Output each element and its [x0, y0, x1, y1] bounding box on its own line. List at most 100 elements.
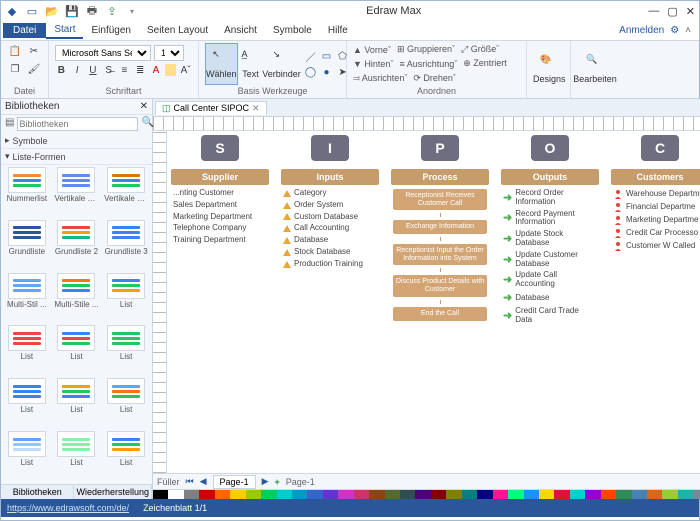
color-swatch[interactable]: [554, 490, 569, 499]
bold-button[interactable]: B: [55, 63, 68, 77]
sidebar-menu-icon[interactable]: ▤: [5, 117, 14, 131]
color-swatch[interactable]: [632, 490, 647, 499]
arrange-rotate-button[interactable]: ⟳ Drehenˇ: [413, 73, 456, 84]
ribbon-collapse-icon[interactable]: ˄: [685, 25, 691, 36]
color-swatch[interactable]: [616, 490, 631, 499]
shape-rect-icon[interactable]: ▭: [320, 49, 334, 63]
arrange-front-button[interactable]: ▲ Vorneˇ: [353, 45, 391, 55]
export-icon[interactable]: ⇪: [105, 4, 119, 18]
color-swatch[interactable]: [662, 490, 677, 499]
color-swatch[interactable]: [462, 490, 477, 499]
color-swatch[interactable]: [199, 490, 214, 499]
login-link[interactable]: Anmelden: [619, 25, 664, 36]
sipoc-column[interactable]: IInputsCategoryOrder SystemCustom Databa…: [281, 135, 379, 329]
color-swatch[interactable]: [539, 490, 554, 499]
settings-icon[interactable]: ⚙: [670, 25, 679, 36]
shape-item[interactable]: Vertikale Li...: [102, 167, 150, 218]
menu-view[interactable]: Ansicht: [216, 23, 265, 38]
select-tool-button[interactable]: ↖Wählen: [205, 43, 238, 85]
color-swatch[interactable]: [230, 490, 245, 499]
italic-button[interactable]: I: [71, 63, 84, 77]
shape-item[interactable]: Nummerlist: [3, 167, 51, 218]
shape-item[interactable]: List: [102, 378, 150, 429]
align-left-button[interactable]: ≡: [118, 63, 131, 77]
color-swatch[interactable]: [415, 490, 430, 499]
color-swatch[interactable]: [570, 490, 585, 499]
sidebar-section-liste-formen[interactable]: ▾Liste-Formen: [1, 149, 152, 165]
menu-start[interactable]: Start: [46, 22, 83, 39]
process-step[interactable]: Receptionist Input the Order Information…: [393, 244, 487, 265]
color-swatch[interactable]: [292, 490, 307, 499]
color-swatch[interactable]: [585, 490, 600, 499]
highlight-button[interactable]: [165, 64, 176, 76]
sidebar-close-icon[interactable]: ✕: [140, 101, 148, 112]
shape-ellipse-icon[interactable]: ◯: [304, 65, 318, 79]
page-add-icon[interactable]: +: [275, 477, 280, 487]
process-step[interactable]: Discuss Product Details with Customer: [393, 275, 487, 296]
dropdown-icon[interactable]: ▾: [125, 4, 139, 18]
sidebar-tab-wiederherstellung[interactable]: Wiederherstellung: [74, 485, 152, 499]
menu-insert[interactable]: Einfügen: [83, 23, 138, 38]
strike-button[interactable]: S̶: [102, 63, 115, 77]
color-swatch[interactable]: [246, 490, 261, 499]
save-icon[interactable]: 💾: [65, 4, 79, 18]
color-swatch[interactable]: [524, 490, 539, 499]
color-swatch[interactable]: [369, 490, 384, 499]
font-name-select[interactable]: Microsoft Sans Serif: [55, 45, 151, 61]
shape-item[interactable]: Multi-Stile ...: [53, 273, 101, 324]
document-tab[interactable]: ◫ Call Center SIPOC ✕: [155, 101, 267, 115]
process-step[interactable]: Exchange Information: [393, 220, 487, 234]
minimize-icon[interactable]: —: [648, 5, 659, 18]
shape-fill-icon[interactable]: ●: [320, 65, 334, 79]
sipoc-column[interactable]: PProcessReceptionist Receives Customer C…: [391, 135, 489, 329]
color-swatch[interactable]: [168, 490, 183, 499]
page-nav-next-icon[interactable]: ▶: [262, 476, 269, 487]
shape-item[interactable]: Vertikale Li...: [53, 167, 101, 218]
color-swatch[interactable]: [323, 490, 338, 499]
arrange-center-button[interactable]: ⊕ Zentriert: [463, 58, 507, 69]
shape-item[interactable]: Grundliste: [3, 220, 51, 271]
color-swatch[interactable]: [215, 490, 230, 499]
close-icon[interactable]: ✕: [686, 5, 695, 18]
arrange-align2-button[interactable]: ⫤ Ausrichtenˇ: [353, 73, 407, 84]
shape-line-icon[interactable]: ／: [304, 49, 318, 63]
shape-item[interactable]: List: [3, 378, 51, 429]
menu-file[interactable]: Datei: [3, 23, 46, 38]
color-swatch[interactable]: [354, 490, 369, 499]
font-color-button[interactable]: A: [150, 63, 163, 77]
paste-icon[interactable]: 📋: [7, 43, 23, 59]
shape-item[interactable]: List: [102, 325, 150, 376]
connector-tool-button[interactable]: ↘Verbinder: [264, 43, 300, 85]
color-swatch[interactable]: [647, 490, 662, 499]
sipoc-column[interactable]: CCustomersWarehouse DepartmeFinancial De…: [611, 135, 700, 329]
status-url[interactable]: https://www.edrawsoft.com/de/: [7, 503, 129, 513]
color-swatch[interactable]: [678, 490, 693, 499]
edit-button[interactable]: 🔍Bearbeiten: [577, 48, 613, 90]
maximize-icon[interactable]: ▢: [667, 5, 677, 18]
designs-button[interactable]: 🎨Designs: [533, 48, 566, 90]
doc-tab-close-icon[interactable]: ✕: [252, 103, 260, 114]
color-swatch[interactable]: [601, 490, 616, 499]
shape-item[interactable]: List: [53, 325, 101, 376]
color-swatch[interactable]: [153, 490, 168, 499]
shape-item[interactable]: Multi-Stil ...: [3, 273, 51, 324]
color-swatch[interactable]: [493, 490, 508, 499]
color-swatch[interactable]: [431, 490, 446, 499]
more-font-button[interactable]: Aˇ: [179, 63, 192, 77]
shape-item[interactable]: List: [3, 431, 51, 482]
open-icon[interactable]: 📂: [45, 4, 59, 18]
color-swatch[interactable]: [400, 490, 415, 499]
shape-item[interactable]: List: [53, 431, 101, 482]
arrange-size-button[interactable]: ⤢ Größeˇ: [461, 44, 499, 55]
color-swatch[interactable]: [307, 490, 322, 499]
menu-page-layout[interactable]: Seiten Layout: [139, 23, 216, 38]
sidebar-tab-bibliotheken[interactable]: Bibliotheken: [1, 485, 74, 499]
format-painter-icon[interactable]: 🖌: [26, 61, 42, 77]
arrange-align-button[interactable]: ≡ Ausrichtungˇ: [399, 59, 457, 69]
shape-item[interactable]: List: [3, 325, 51, 376]
cut-icon[interactable]: ✂: [26, 43, 42, 59]
color-swatch[interactable]: [277, 490, 292, 499]
print-icon[interactable]: 🖶: [85, 4, 99, 18]
sipoc-column[interactable]: SSupplier...nting CustomerSales Departme…: [171, 135, 269, 329]
color-swatch[interactable]: [477, 490, 492, 499]
